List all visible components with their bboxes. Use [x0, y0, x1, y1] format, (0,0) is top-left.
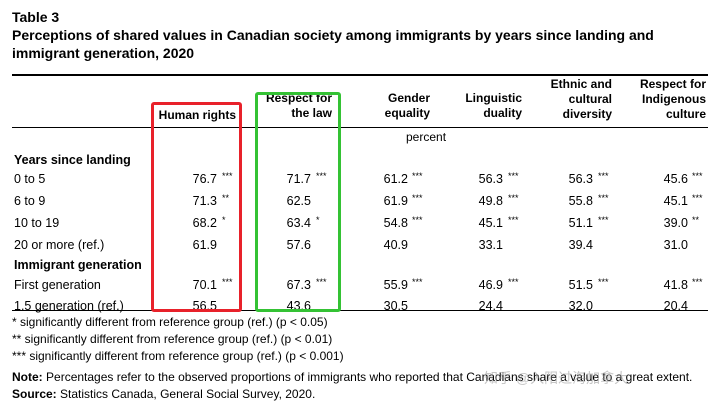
row-label: 10 to 19 — [14, 216, 60, 230]
table-cell: 30.5 — [383, 299, 408, 313]
table-cell: 33.1 — [478, 238, 503, 252]
note-text: Percentages refer to the observed propor… — [46, 370, 693, 384]
significance-marker: * — [222, 215, 226, 225]
note-line: Note: Percentages refer to the observed … — [12, 370, 712, 385]
table-cell: 71.3 — [192, 194, 217, 208]
significance-marker: *** — [412, 171, 423, 181]
significance-marker: *** — [508, 193, 519, 203]
col-header-indigenous-culture: Respect for Indigenous culture — [639, 77, 706, 121]
table-cell: 61.9 — [192, 238, 217, 252]
footnote-3: *** significantly different from referen… — [12, 349, 344, 363]
significance-marker: *** — [316, 171, 327, 181]
footnote-1: * significantly different from reference… — [12, 315, 328, 329]
table-cell: 54.8 — [383, 216, 408, 230]
significance-marker: *** — [598, 277, 609, 287]
significance-marker: *** — [692, 193, 703, 203]
unit-label: percent — [406, 130, 447, 144]
table-cell: 45.1 — [478, 216, 503, 230]
table-cell: 45.6 — [663, 172, 688, 186]
table-cell: 39.4 — [568, 238, 593, 252]
watermark-text: 知乎 @入阳过海加拿大 — [484, 370, 629, 386]
table-cell: 56.3 — [568, 172, 593, 186]
top-rule — [12, 74, 708, 76]
significance-marker: ** — [222, 193, 230, 203]
col-header-gender-equality: Gender equality — [384, 91, 430, 120]
respect-law-highlight-box — [255, 92, 341, 312]
note-label: Note: — [12, 370, 43, 384]
significance-marker: ** — [692, 215, 700, 225]
footnote-2: ** significantly different from referenc… — [12, 332, 333, 346]
table-cell: 56.3 — [478, 172, 503, 186]
table-cell: 55.8 — [568, 194, 593, 208]
table-cell: 40.9 — [383, 238, 408, 252]
human-rights-highlight-box — [151, 102, 242, 312]
header-rule — [12, 127, 708, 128]
table-cell: 71.7 — [286, 172, 311, 186]
source-text: Statistics Canada, General Social Survey… — [60, 387, 316, 401]
significance-marker: *** — [598, 171, 609, 181]
row-label: 6 to 9 — [14, 194, 46, 208]
col-header-ethnic-diversity: Ethnic and cultural diversity — [550, 77, 612, 121]
table-cell: 51.1 — [568, 216, 593, 230]
table-cell: 20.4 — [663, 299, 688, 313]
table-cell: 45.1 — [663, 194, 688, 208]
table-cell: 61.2 — [383, 172, 408, 186]
significance-marker: *** — [412, 193, 423, 203]
table-cell: 76.7 — [192, 172, 217, 186]
table-cell: 70.1 — [192, 278, 217, 292]
significance-marker: *** — [598, 193, 609, 203]
col-header-human-rights: Human rights — [158, 108, 236, 122]
significance-marker: *** — [692, 171, 703, 181]
source-label: Source: — [12, 387, 57, 401]
row-label: 1.5 generation (ref.) — [14, 299, 124, 313]
table-cell: 67.3 — [286, 278, 311, 292]
section-title-generation: Immigrant generation — [14, 258, 142, 272]
bottom-rule — [12, 310, 708, 311]
row-label: 20 or more (ref.) — [14, 238, 105, 252]
significance-marker: *** — [508, 277, 519, 287]
significance-marker: *** — [692, 277, 703, 287]
significance-marker: *** — [598, 215, 609, 225]
significance-marker: *** — [412, 277, 423, 287]
significance-marker: *** — [316, 277, 327, 287]
significance-marker: *** — [508, 171, 519, 181]
table-cell: 63.4 — [286, 216, 311, 230]
table-cell: 68.2 — [192, 216, 217, 230]
table-cell: 41.8 — [663, 278, 688, 292]
section-title-years: Years since landing — [14, 153, 131, 167]
col-header-linguistic-duality: Linguistic duality — [465, 91, 522, 120]
table-cell: 39.0 — [663, 216, 688, 230]
table-title-block: Table 3 Perceptions of shared values in … — [12, 8, 712, 62]
significance-marker: *** — [222, 277, 233, 287]
row-label: 0 to 5 — [14, 172, 46, 186]
table-cell: 61.9 — [383, 194, 408, 208]
table-label: Table 3 — [12, 9, 60, 25]
significance-marker: *** — [412, 215, 423, 225]
table-title: Perceptions of shared values in Canadian… — [12, 27, 654, 61]
source-line: Source: Statistics Canada, General Socia… — [12, 387, 315, 402]
row-label: First generation — [14, 278, 101, 292]
table-cell: 31.0 — [663, 238, 688, 252]
significance-marker: *** — [222, 171, 233, 181]
table-cell: 24.4 — [478, 299, 503, 313]
table-cell: 32.0 — [568, 299, 593, 313]
table-cell: 46.9 — [478, 278, 503, 292]
table-cell: 55.9 — [383, 278, 408, 292]
significance-marker: *** — [508, 215, 519, 225]
table-cell: 62.5 — [286, 194, 311, 208]
significance-marker: * — [316, 215, 320, 225]
table-cell: 49.8 — [478, 194, 503, 208]
table-cell: 51.5 — [568, 278, 593, 292]
table-cell: 57.6 — [286, 238, 311, 252]
